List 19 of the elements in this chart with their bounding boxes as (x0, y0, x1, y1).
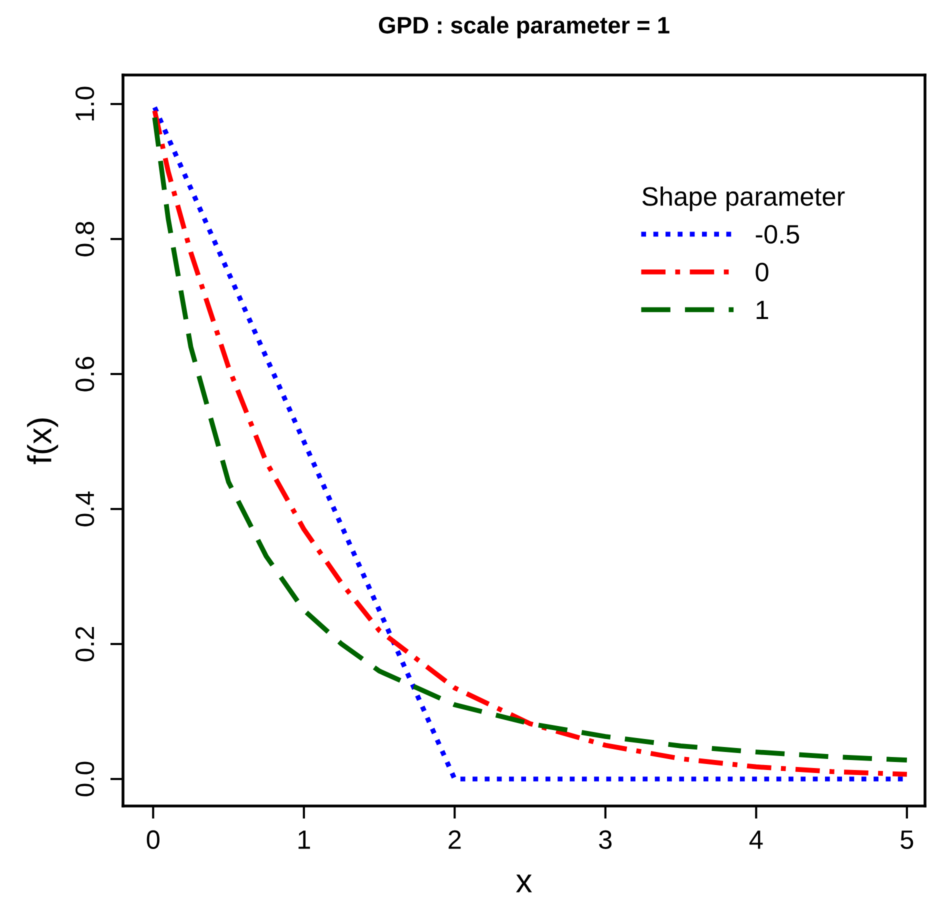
y-tick-label: 0.2 (75, 626, 94, 662)
legend-label: -0.5 (756, 224, 800, 244)
x-tick-label: 1 (298, 830, 310, 849)
y-tick-label: 0.4 (75, 491, 94, 526)
legend-label: 0 (756, 262, 768, 282)
x-tick-label: 5 (900, 830, 914, 849)
legend-label: 1 (756, 300, 768, 319)
legend-title: Shape parameter (642, 186, 845, 212)
x-axis-title: x (516, 874, 532, 892)
x-tick-label: 4 (749, 830, 763, 849)
chart-title: GPD : scale parameter = 1 (378, 16, 670, 38)
y-axis-title: f(x) (27, 418, 58, 464)
y-tick-label: 0.8 (75, 222, 94, 256)
x-tick-label: 3 (599, 830, 612, 849)
y-tick-label: 0.6 (75, 356, 94, 392)
y-tick-label: 1.0 (75, 86, 94, 120)
x-tick-label: 0 (146, 830, 160, 849)
x-tick-label: 2 (448, 830, 461, 849)
y-tick-label: 0.0 (75, 762, 94, 796)
